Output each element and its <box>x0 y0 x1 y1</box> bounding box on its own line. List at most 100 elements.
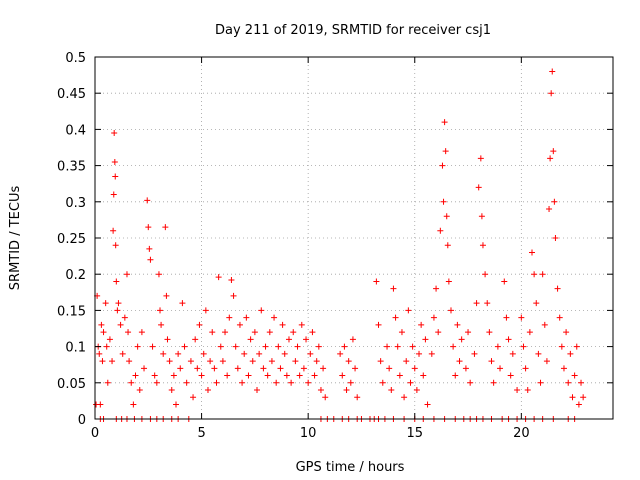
data-point <box>147 256 154 263</box>
data-point <box>578 379 585 386</box>
data-point <box>119 350 126 357</box>
data-point <box>204 387 211 394</box>
data-point <box>230 292 237 299</box>
data-point <box>145 224 152 231</box>
data-point <box>390 285 397 292</box>
data-point <box>392 314 399 321</box>
data-point <box>580 394 587 401</box>
data-point <box>345 358 352 365</box>
data-point <box>416 350 423 357</box>
data-point <box>452 372 459 379</box>
data-point <box>563 329 570 336</box>
data-point <box>551 198 558 205</box>
data-point <box>313 358 320 365</box>
data-point <box>507 372 514 379</box>
data-point <box>422 336 429 343</box>
data-point <box>549 68 556 75</box>
data-point <box>113 278 120 285</box>
data-point <box>202 307 209 314</box>
data-point <box>528 249 535 256</box>
data-point <box>114 307 121 314</box>
data-point <box>258 307 265 314</box>
data-point <box>173 401 180 408</box>
data-point <box>134 343 141 350</box>
data-point <box>531 271 538 278</box>
y-tick-label: 0.35 <box>57 160 86 175</box>
data-point <box>234 365 241 372</box>
data-point <box>132 372 139 379</box>
data-point <box>317 387 324 394</box>
y-tick-label: 0.05 <box>57 377 86 392</box>
data-point <box>522 365 529 372</box>
data-point <box>294 343 301 350</box>
data-point <box>290 329 297 336</box>
data-point <box>384 343 391 350</box>
y-tick-label: 0.15 <box>57 304 86 319</box>
y-axis-label: SRMTID / TECUs <box>8 186 23 291</box>
data-point <box>126 358 133 365</box>
data-point <box>219 358 226 365</box>
data-point <box>503 314 510 321</box>
data-point <box>109 358 116 365</box>
data-point <box>454 321 461 328</box>
data-point <box>405 307 412 314</box>
data-point <box>424 401 431 408</box>
x-tick-label: 20 <box>513 426 530 441</box>
data-point <box>526 329 533 336</box>
data-point <box>456 358 463 365</box>
data-point <box>447 307 454 314</box>
data-point <box>168 387 175 394</box>
data-point <box>375 321 382 328</box>
data-point <box>103 343 110 350</box>
data-point <box>200 350 207 357</box>
data-point <box>170 372 177 379</box>
data-point <box>462 365 469 372</box>
data-point <box>322 394 329 401</box>
data-point <box>138 329 145 336</box>
data-point <box>428 350 435 357</box>
data-point <box>354 394 361 401</box>
data-point <box>175 350 182 357</box>
data-point <box>524 387 531 394</box>
data-point <box>418 321 425 328</box>
data-point <box>181 343 188 350</box>
data-point <box>247 336 254 343</box>
data-point <box>486 329 493 336</box>
y-tick-label: 0.1 <box>65 341 86 356</box>
data-point <box>254 387 261 394</box>
data-point <box>110 227 117 234</box>
data-point <box>98 321 105 328</box>
data-point <box>121 314 128 321</box>
data-point <box>437 227 444 234</box>
x-tick-label: 10 <box>300 426 317 441</box>
data-point <box>543 358 550 365</box>
data-point <box>475 184 482 191</box>
data-point <box>187 358 194 365</box>
data-point <box>435 329 442 336</box>
data-point <box>420 372 427 379</box>
data-point <box>125 329 132 336</box>
y-tick-label: 0.25 <box>57 232 86 247</box>
data-point <box>347 379 354 386</box>
data-point <box>146 245 153 252</box>
data-point <box>268 358 275 365</box>
data-point <box>398 329 405 336</box>
data-point <box>484 300 491 307</box>
data-point <box>262 343 269 350</box>
data-point <box>130 401 137 408</box>
data-point <box>548 90 555 97</box>
data-point <box>196 321 203 328</box>
data-point <box>458 336 465 343</box>
data-point <box>352 365 359 372</box>
x-axis-label: GPS time / hours <box>296 460 405 475</box>
data-point <box>444 242 451 249</box>
x-tick-labels: 0 5 10 15 20 <box>91 426 530 441</box>
data-point <box>123 271 130 278</box>
data-point <box>183 379 190 386</box>
data-point <box>298 321 305 328</box>
data-point <box>379 379 386 386</box>
data-point <box>281 350 288 357</box>
data-point <box>343 387 350 394</box>
data-point <box>401 394 408 401</box>
